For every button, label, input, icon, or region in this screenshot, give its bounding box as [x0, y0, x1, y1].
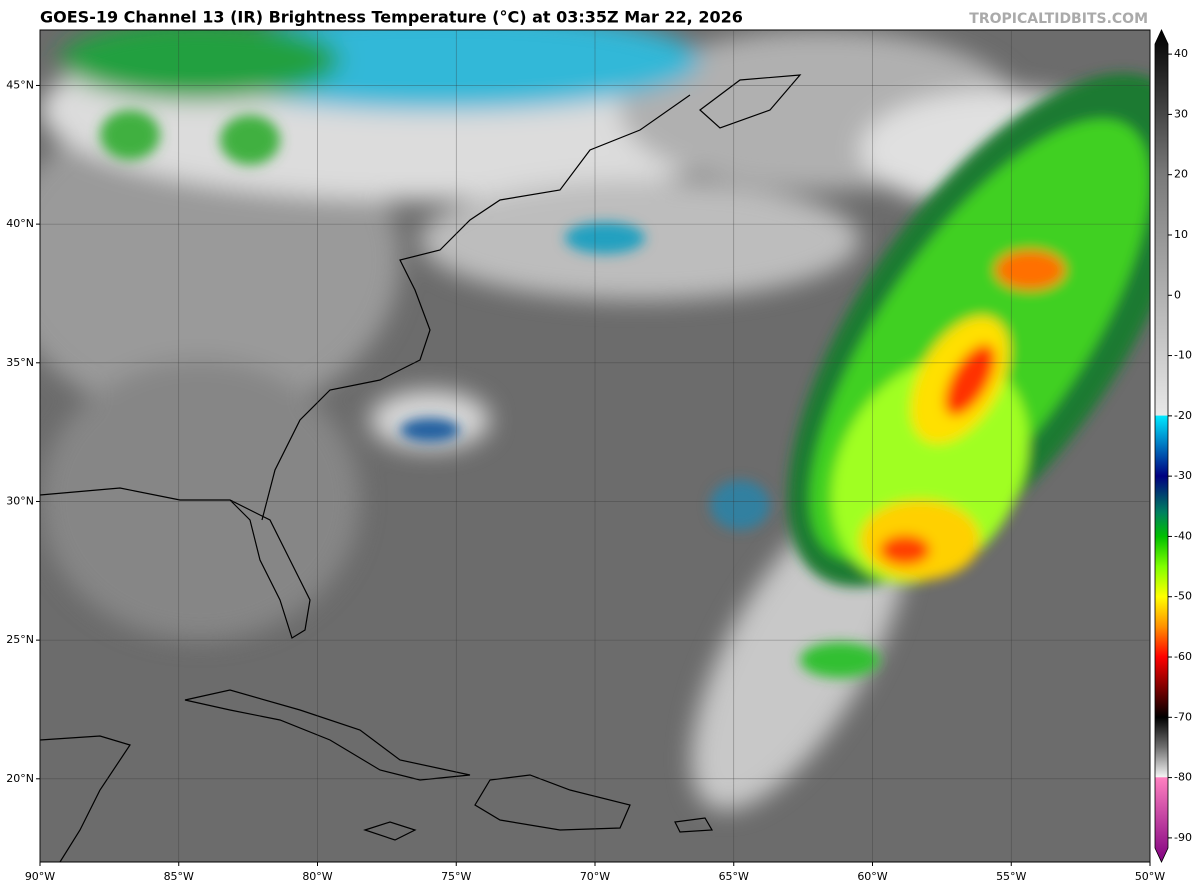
- lat-label: 20°N: [6, 772, 34, 785]
- colorbar-label: -90: [1174, 831, 1192, 844]
- lon-label: 80°W: [302, 870, 332, 883]
- colorbar-label: 0: [1174, 288, 1181, 301]
- colorbar-label: 30: [1174, 107, 1188, 120]
- title: GOES-19 Channel 13 (IR) Brightness Tempe…: [40, 8, 743, 27]
- colorbar-label: -60: [1174, 650, 1192, 663]
- colorbar-label: -40: [1174, 529, 1192, 542]
- lon-label: 65°W: [719, 870, 749, 883]
- lon-label: 60°W: [857, 870, 887, 883]
- colorbar-label: 40: [1174, 47, 1188, 60]
- colorbar-label: -70: [1174, 710, 1192, 723]
- colorbar-label: -50: [1174, 590, 1192, 603]
- lat-label: 25°N: [6, 633, 34, 646]
- lat-label: 40°N: [6, 217, 34, 230]
- colorbar-label: -30: [1174, 469, 1192, 482]
- lon-label: 90°W: [25, 870, 55, 883]
- lon-label: 70°W: [580, 870, 610, 883]
- colorbar-label: 20: [1174, 168, 1188, 181]
- source: TROPICALTIDBITS.COM: [969, 11, 1148, 27]
- lon-label: 55°W: [996, 870, 1026, 883]
- lat-label: 30°N: [6, 494, 34, 507]
- lat-label: 35°N: [6, 356, 34, 369]
- lon-label: 85°W: [164, 870, 194, 883]
- imagery: [40, 30, 1150, 862]
- colorbar-label: 10: [1174, 228, 1188, 241]
- colorbar-label: -20: [1174, 409, 1192, 422]
- lon-label: 50°W: [1135, 870, 1165, 883]
- lon-label: 75°W: [441, 870, 471, 883]
- colorbar-label: -10: [1174, 349, 1192, 362]
- lat-label: 45°N: [6, 78, 34, 91]
- colorbar-label: -80: [1174, 771, 1192, 784]
- colorbar: 40 30 20 10 0 -10 -20 -30 -40 -50 -60 -70 -80 -90: [1154, 29, 1192, 863]
